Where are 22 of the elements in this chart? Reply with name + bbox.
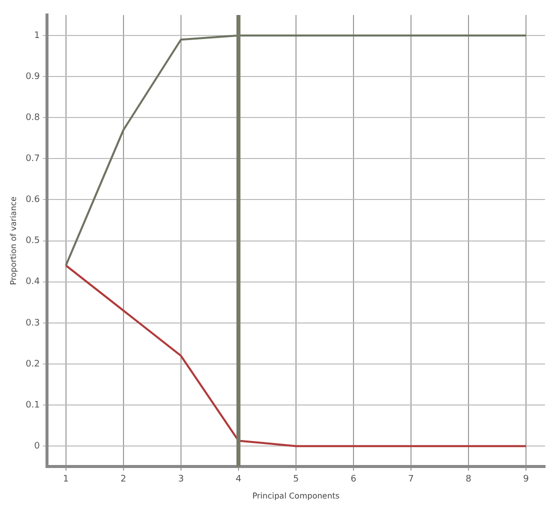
x-tick-label: 7 (408, 474, 414, 484)
x-tick-label: 1 (63, 474, 69, 484)
y-tick-label: 0.1 (26, 400, 40, 410)
y-axis-title: Proportion of variance (8, 196, 18, 286)
y-tick-label: 1 (34, 30, 40, 41)
y-tick-label: 0.3 (26, 318, 40, 328)
x-axis-title: Principal Components (252, 491, 340, 500)
y-tick-label: 0.4 (26, 277, 40, 288)
x-tick-label: 8 (466, 474, 472, 484)
y-tick-label: 0 (34, 441, 40, 452)
y-tick-label: 0.2 (26, 359, 40, 370)
x-tick-label: 5 (293, 474, 299, 484)
y-tick-label: 0.6 (26, 195, 40, 206)
y-tick-label: 0.8 (26, 112, 40, 123)
x-tick-label: 6 (350, 474, 357, 484)
x-tick-label: 4 (236, 474, 242, 484)
x-tick-label: 9 (523, 474, 530, 484)
x-tick-label: 2 (120, 474, 126, 484)
y-tick-label: 0.5 (26, 236, 40, 246)
x-tick-label: 3 (178, 474, 184, 484)
y-tick-label: 0.7 (26, 154, 40, 164)
y-tick-label: 0.9 (26, 72, 40, 82)
